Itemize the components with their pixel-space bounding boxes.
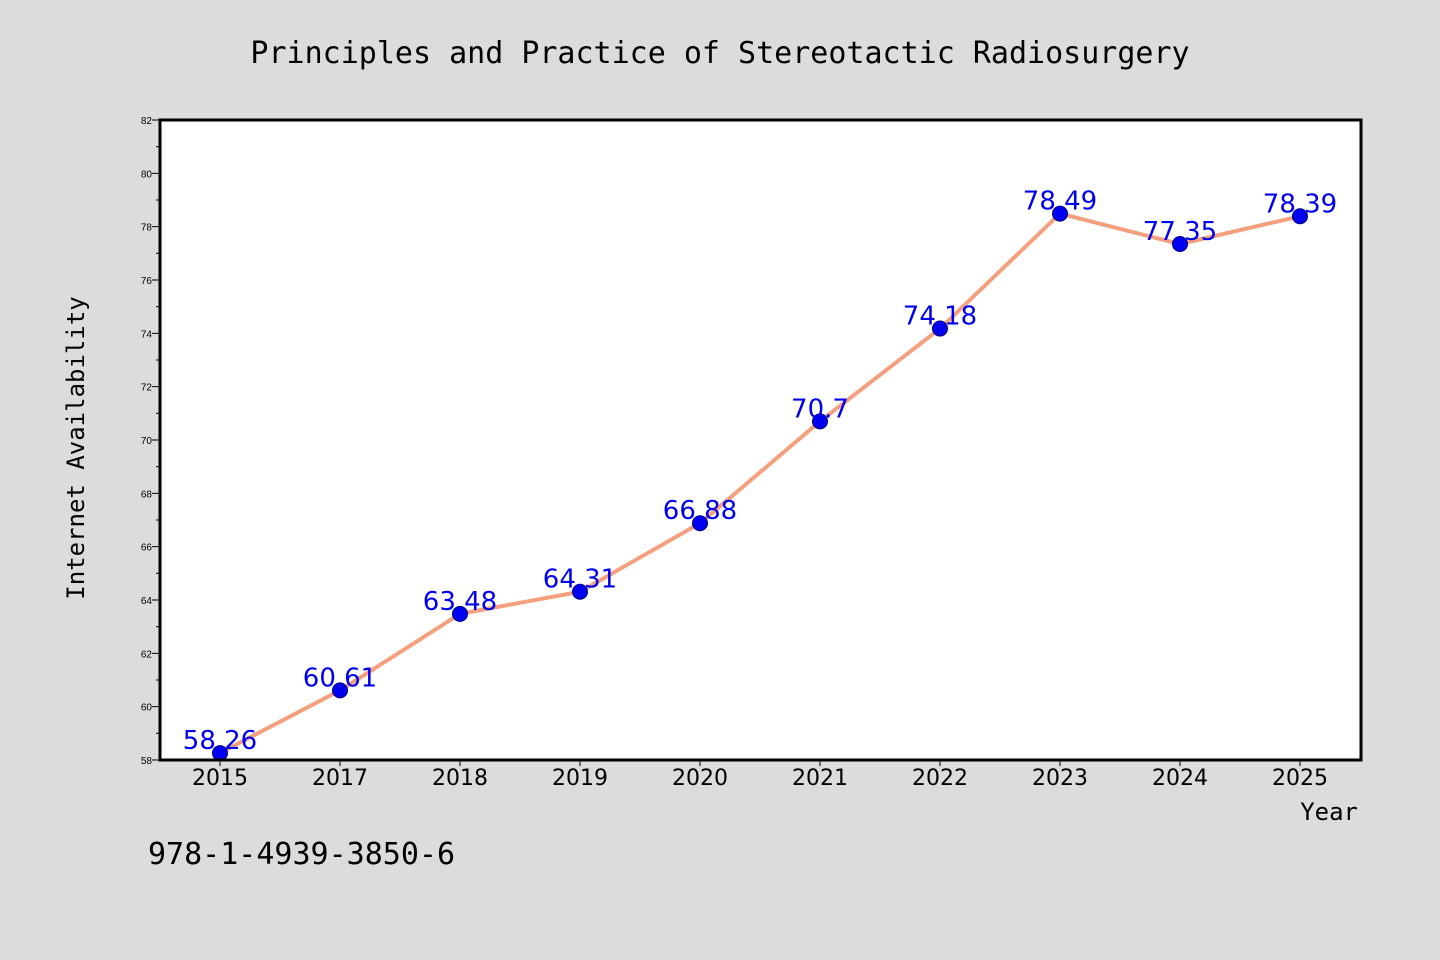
y-axis-title: Internet Availability [62,296,90,599]
x-tick-label: 2024 [1152,766,1208,791]
data-label: 77.35 [1143,217,1217,247]
data-label: 63.48 [423,587,497,617]
x-axis-title: Year [1300,798,1358,826]
x-tick-label: 2018 [432,766,488,791]
data-label: 78.49 [1023,187,1097,217]
y-tick-label: 70 [141,436,153,447]
y-tick-label: 72 [141,383,153,394]
x-tick-label: 2020 [672,766,728,791]
y-tick-label: 68 [141,489,153,500]
data-label: 74.18 [903,302,977,332]
data-point [932,320,948,337]
x-tick-label: 2023 [1032,766,1088,791]
plot-area [160,120,1361,760]
x-axis: 2015 2017 2018 2019 2020 2021 2022 2023 2024 2025 [192,760,1328,791]
data-label: 66.88 [663,496,737,526]
data-point [1172,236,1188,252]
y-tick-label: 60 [141,703,153,714]
chart-title: Principles and Practice of Stereotactic … [250,36,1189,71]
x-tick-label: 2017 [312,766,368,791]
x-tick-label: 2021 [792,766,848,791]
data-label: 64.31 [543,565,617,595]
y-tick-label: 62 [141,649,153,660]
data-label: 70.7 [791,394,849,424]
x-tick-label: 2015 [192,766,248,791]
y-tick-label: 78 [141,223,153,234]
data-labels: 58.26 60.61 63.48 64.31 66.88 70.7 74.18 78.49 7… [183,187,1337,756]
series-line [218,211,1302,756]
data-point [1292,208,1308,225]
y-tick-label: 80 [141,169,153,180]
y-tick-label: 76 [141,276,153,287]
x-tick-label: 2025 [1272,766,1328,791]
isbn-text: 978-1-4939-3850-6 [148,837,455,872]
data-point [452,605,468,622]
data-label: 60.61 [303,663,377,693]
x-tick-label: 2019 [552,766,608,791]
plot-frame [158,118,1363,762]
x-tick-label: 2022 [912,766,968,791]
data-label: 78.39 [1263,189,1337,219]
y-tick-label: 74 [141,329,153,340]
data-point [692,515,708,532]
y-tick-label: 66 [141,543,153,554]
data-point [572,583,588,600]
data-label: 58.26 [183,726,257,756]
data-point [1052,205,1068,222]
y-tick-label: 64 [141,596,153,607]
y-tick-label: 82 [141,116,153,127]
data-point [332,682,348,699]
y-tick-label: 58 [141,756,153,767]
series-markers [212,205,1308,762]
data-point [812,413,828,430]
